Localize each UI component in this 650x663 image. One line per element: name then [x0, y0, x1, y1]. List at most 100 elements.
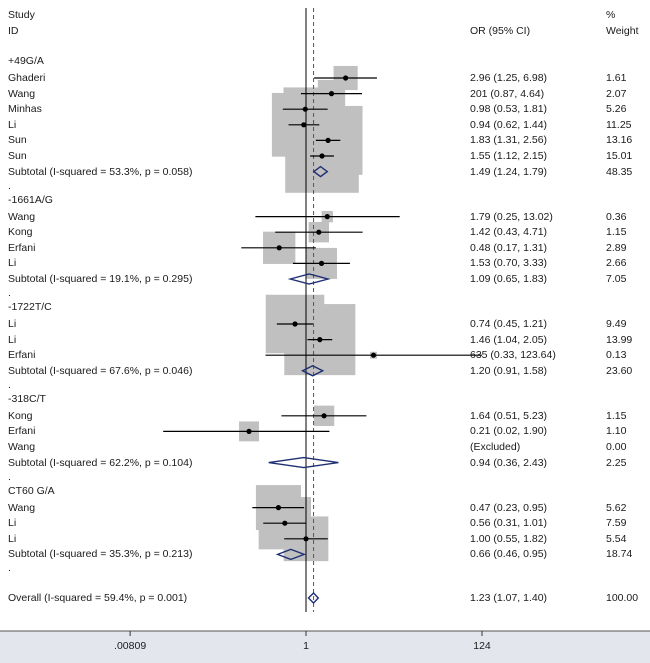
point-estimate: [316, 229, 322, 235]
group-separator: .: [8, 562, 11, 575]
axis-band: [0, 631, 650, 663]
subtotal-ci: 1.09 (0.65, 1.83): [470, 273, 548, 285]
study-weight: 5.26: [606, 103, 627, 116]
subtotal-label: Subtotal (I-squared = 35.3%, p = 0.213): [8, 548, 193, 561]
study-weight: 13.16: [606, 134, 633, 147]
study-ci: 0.56 (0.31, 1.01): [470, 517, 548, 530]
study-weight: 5.54: [606, 532, 627, 545]
study-weight: 7.59: [606, 517, 627, 530]
subtotal-label: Subtotal (I-squared = 53.3%, p = 0.058): [8, 165, 193, 178]
point-estimate: [321, 413, 327, 419]
study-ci: 0.94 (0.62, 1.44): [470, 118, 548, 131]
point-estimate: [282, 520, 288, 526]
study-label: Erfani: [8, 425, 36, 438]
subtotal-weight: 18.74: [606, 548, 633, 561]
x-tick-label: .00809: [114, 640, 146, 652]
study-label: Erfani: [8, 241, 36, 254]
header-study: Study: [8, 9, 35, 21]
study-ci: 0.98 (0.53, 1.81): [470, 103, 548, 116]
group-separator: .: [8, 378, 11, 391]
subtotal-label: Subtotal (I-squared = 62.2%, p = 0.104): [8, 456, 193, 469]
study-label: Wang: [8, 441, 36, 453]
group-label: CT60 G/A: [8, 484, 55, 497]
point-estimate: [275, 505, 282, 511]
point-estimate: [317, 337, 323, 343]
group-label: -318C/T: [8, 392, 46, 405]
subtotal-weight: 48.35: [606, 165, 633, 178]
subtotal-ci: 0.66 (0.46, 0.95): [470, 548, 548, 561]
study-weight: 1.15: [606, 409, 627, 422]
study-label: Erfani: [8, 349, 36, 362]
subtotal-label: Subtotal (I-squared = 67.6%, p = 0.046): [8, 364, 193, 377]
study-label: Wang: [8, 501, 36, 514]
study-weight: 2.89: [606, 241, 627, 254]
study-ci: 1.79 (0.25, 13.02): [470, 210, 553, 223]
subtotal-ci: 1.20 (0.91, 1.58): [470, 364, 548, 377]
point-estimate: [301, 122, 307, 128]
x-tick-label: 124: [473, 640, 491, 652]
overall-ci: 1.23 (1.07, 1.40): [470, 592, 548, 604]
study-weight: 1.61: [606, 72, 627, 84]
study-ci: 1.55 (1.12, 2.15): [470, 150, 548, 162]
subtotal-diamond: [312, 165, 329, 178]
point-estimate: [303, 536, 309, 542]
study-weight: 2.66: [606, 257, 627, 270]
study-weight: 0.36: [606, 210, 627, 223]
study-ci: 1.53 (0.70, 3.33): [470, 257, 548, 270]
header-or-ci: OR (95% CI): [470, 25, 531, 37]
study-ci: 1.64 (0.51, 5.23): [470, 409, 548, 422]
point-estimate: [292, 321, 298, 327]
study-label: Li: [8, 532, 17, 545]
point-estimate: [246, 428, 252, 434]
overall-diamond: [307, 592, 320, 604]
study-ci: 2.96 (1.25, 6.98): [470, 72, 548, 84]
x-tick-label: 1: [303, 640, 309, 652]
study-label: Li: [8, 333, 17, 346]
subtotal-label: Subtotal (I-squared = 19.1%, p = 0.295): [8, 273, 193, 285]
point-estimate: [319, 153, 325, 159]
study-weight: 15.01: [606, 150, 633, 162]
study-ci: 1.00 (0.55, 1.82): [470, 532, 548, 545]
study-weight: 2.07: [606, 87, 627, 100]
study-weight: 13.99: [606, 333, 633, 346]
subtotal-diamond: [300, 365, 325, 377]
point-estimate: [324, 214, 330, 220]
header-percent: %: [606, 9, 616, 21]
study-ci: 1.42 (0.43, 4.71): [470, 226, 548, 239]
study-weight: 9.49: [606, 318, 627, 330]
study-label: Wang: [8, 87, 36, 100]
group-label: +49G/A: [8, 55, 44, 67]
study-ci: 635 (0.33, 123.64): [470, 349, 556, 362]
study-label: Minhas: [8, 103, 42, 116]
study-weight: 1.15: [606, 226, 627, 239]
point-estimate: [276, 245, 282, 251]
study-ci: 0.74 (0.45, 1.21): [470, 318, 548, 330]
point-estimate: [370, 352, 377, 358]
study-ci: 0.47 (0.23, 0.95): [470, 501, 548, 514]
group-label: -1722T/C: [8, 301, 52, 313]
header-weight: Weight: [606, 25, 639, 37]
header-id: ID: [8, 25, 19, 37]
study-weight: 0.00: [606, 441, 627, 453]
study-label: Li: [8, 118, 17, 131]
study-ci: 1.46 (1.04, 2.05): [470, 333, 548, 346]
study-ci: 201 (0.87, 4.64): [470, 87, 545, 100]
study-ci: 0.21 (0.02, 1.90): [470, 425, 548, 438]
subtotal-weight: 2.25: [606, 456, 627, 469]
study-label: Sun: [8, 134, 27, 147]
study-label: Li: [8, 257, 17, 270]
study-weight: 0.13: [606, 349, 627, 362]
overall-label: Overall (I-squared = 59.4%, p = 0.001): [8, 592, 188, 604]
point-estimate: [343, 75, 349, 81]
group-separator: .: [8, 470, 11, 483]
subtotal-weight: 7.05: [606, 273, 627, 285]
study-label: Kong: [8, 226, 33, 239]
study-weight: 5.62: [606, 501, 627, 514]
subtotal-diamond: [287, 273, 331, 285]
point-estimate: [328, 91, 335, 97]
study-label: Kong: [8, 409, 33, 422]
study-weight: 11.25: [606, 118, 632, 131]
study-label: Li: [8, 318, 17, 330]
